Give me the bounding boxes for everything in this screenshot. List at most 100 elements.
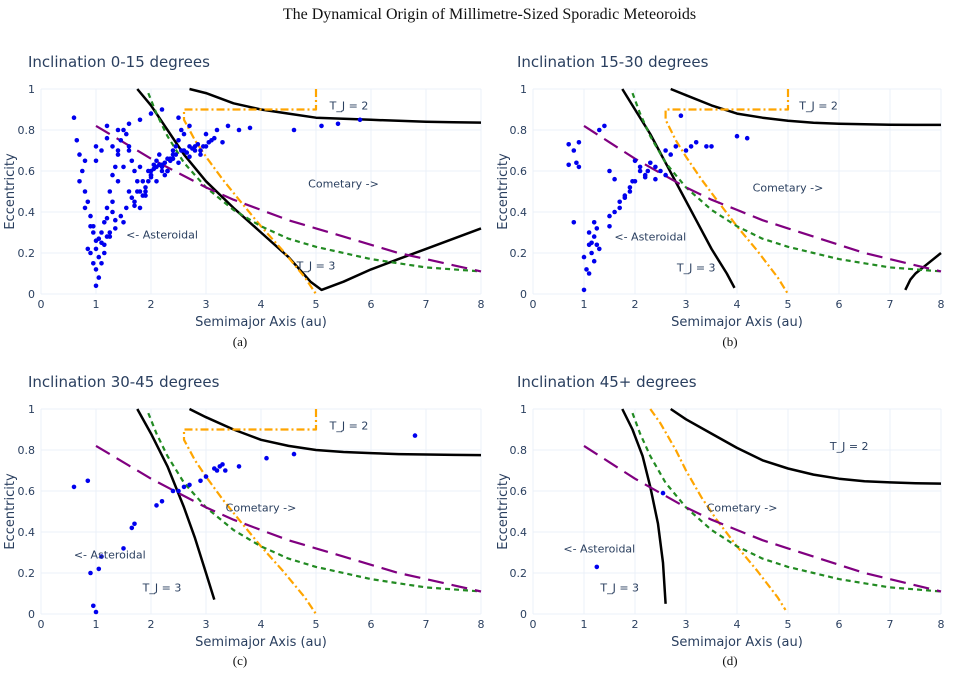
y-axis-label: Eccentricity	[496, 473, 511, 550]
panel-caption: (a)	[233, 334, 247, 349]
data-point	[143, 193, 148, 198]
y-tick-label: 0.8	[18, 124, 36, 137]
data-point	[146, 179, 151, 184]
data-point	[576, 164, 582, 170]
data-point	[247, 125, 253, 131]
data-point	[663, 148, 668, 153]
data-point	[91, 603, 96, 609]
data-point	[110, 144, 115, 149]
data-point	[653, 176, 658, 182]
data-point	[143, 185, 148, 190]
data-point	[115, 127, 121, 133]
data-point	[576, 140, 582, 145]
data-point	[157, 162, 162, 168]
data-point	[612, 176, 617, 182]
x-tick-label: 8	[478, 298, 485, 311]
y-tick-label: 0.6	[510, 165, 528, 178]
data-point	[162, 160, 168, 166]
tj3-curve	[621, 88, 736, 289]
annotation-label: Cometary ->	[707, 502, 778, 515]
data-point	[571, 148, 577, 153]
green-boundary-curve	[631, 92, 942, 273]
data-point	[99, 148, 104, 153]
data-point	[159, 107, 165, 112]
data-point	[412, 433, 418, 438]
data-point	[143, 189, 148, 194]
data-point	[637, 164, 643, 170]
x-tick-label: 7	[423, 298, 430, 311]
data-point	[225, 123, 231, 129]
data-point	[176, 115, 181, 120]
tj3-right-curve	[904, 252, 942, 291]
x-tick-label: 6	[836, 618, 843, 631]
data-point	[154, 503, 159, 508]
x-tick-label: 2	[632, 618, 639, 631]
orange-boundary-curve	[182, 409, 318, 615]
data-point	[176, 138, 181, 143]
annotation-label: <- Asteroidal	[614, 231, 686, 244]
annotation-label: T_J = 3	[599, 581, 639, 594]
data-point	[110, 209, 115, 215]
y-tick-label: 0.4	[510, 206, 528, 219]
x-tick-label: 5	[313, 618, 320, 631]
purple-boundary-curve	[95, 444, 482, 593]
y-axis-label: Eccentricity	[3, 473, 18, 550]
data-point	[566, 142, 571, 147]
data-point	[678, 113, 684, 118]
data-point	[206, 140, 212, 145]
x-tick-label: 6	[836, 298, 843, 311]
data-point	[220, 462, 225, 467]
tj3-curve	[621, 408, 667, 604]
data-point	[236, 464, 242, 469]
tj3-curve	[136, 408, 216, 600]
data-point	[80, 168, 85, 174]
data-point	[645, 168, 651, 174]
data-point	[121, 127, 126, 133]
data-point	[201, 144, 206, 149]
data-point	[622, 195, 628, 200]
x-tick-label: 7	[887, 618, 894, 631]
data-point	[658, 168, 663, 174]
data-point	[110, 199, 115, 205]
data-point	[121, 220, 126, 225]
data-point	[581, 254, 587, 260]
data-point	[594, 242, 600, 248]
data-point	[93, 609, 99, 615]
green-boundary-curve	[147, 412, 482, 593]
data-point	[110, 172, 115, 178]
orange-boundary-curve	[182, 89, 318, 295]
data-point	[99, 261, 104, 266]
chart-panel-2: 0 1 2 3 4 5 6 7 8 0 0.2 0.4 0.6 0.8 1 Semimajor Axis (a…	[496, 53, 945, 349]
data-point	[597, 127, 602, 133]
data-point	[236, 127, 242, 133]
data-point	[135, 179, 140, 184]
data-point	[104, 123, 110, 129]
data-point	[118, 213, 124, 219]
x-tick-label: 0	[530, 298, 537, 311]
data-point	[589, 240, 594, 246]
data-point	[126, 189, 132, 194]
data-point	[132, 168, 137, 174]
data-point	[104, 205, 110, 211]
data-point	[93, 283, 99, 289]
data-point	[586, 271, 592, 276]
data-point	[74, 138, 80, 143]
data-point	[113, 217, 118, 223]
data-point	[102, 220, 107, 225]
data-point	[99, 230, 104, 235]
y-axis-label: Eccentricity	[496, 153, 511, 230]
data-point	[181, 131, 187, 137]
data-point	[154, 158, 159, 164]
data-point	[673, 144, 679, 149]
x-tick-label: 1	[93, 618, 100, 631]
data-point	[132, 521, 137, 527]
data-point	[744, 135, 750, 141]
annotation-label: T_J = 3	[296, 259, 336, 272]
orange-boundary-curve	[664, 89, 790, 295]
data-point	[91, 224, 96, 229]
data-point	[159, 168, 165, 174]
x-tick-label: 3	[203, 298, 210, 311]
data-point	[104, 135, 110, 141]
data-point	[82, 158, 88, 164]
y-tick-label: 0	[520, 608, 527, 621]
